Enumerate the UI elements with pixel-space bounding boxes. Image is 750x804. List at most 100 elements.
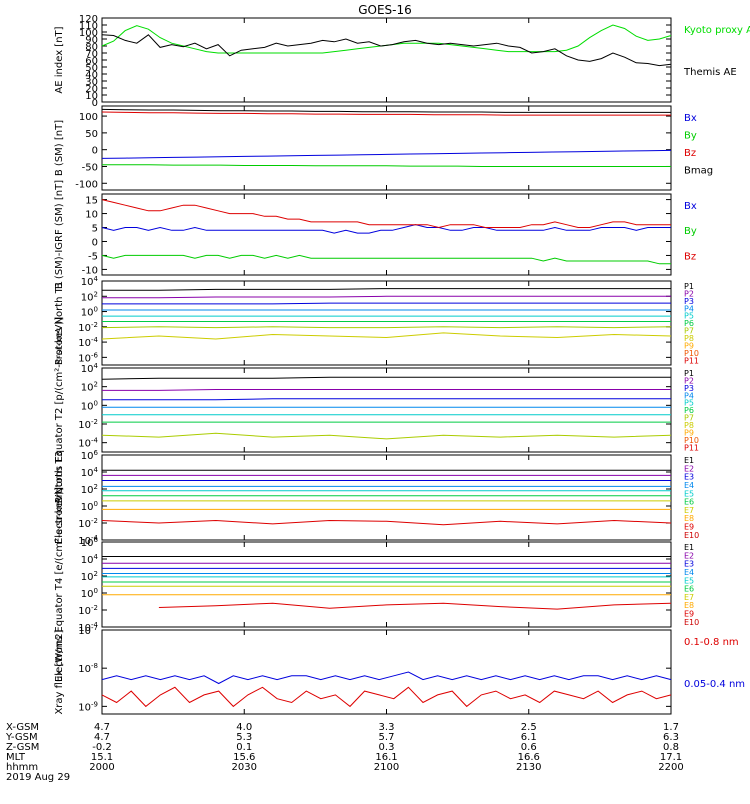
footer-value: 4.0 xyxy=(236,722,252,733)
y-tick-label: 10-7 xyxy=(78,624,98,637)
footer-value: 1.7 xyxy=(663,722,679,733)
legend-item: E3 xyxy=(684,473,694,482)
legend-item: P4 xyxy=(684,304,694,313)
panel-7: 10-4 10-2 100 102 104 106 Electrons Equator T4… xyxy=(54,487,699,682)
y-axis-label: Protons North T1 xyxy=(54,281,65,365)
legend-item: E6 xyxy=(684,585,694,594)
y-tick-label: 10-9 xyxy=(78,700,98,713)
legend-item: E9 xyxy=(684,610,694,619)
footer-value: 0.8 xyxy=(663,742,679,753)
y-tick-label: 10-2 xyxy=(78,321,98,334)
panel-frame xyxy=(101,629,672,715)
series-line-e9 xyxy=(101,519,672,526)
y-tick-label: 80 xyxy=(85,42,98,53)
legend-item: P8 xyxy=(684,421,694,430)
y-tick-label: 60 xyxy=(85,56,98,67)
panel-frame xyxy=(101,541,672,628)
y-tick-label: 102 xyxy=(81,483,98,496)
series-line-p7 xyxy=(101,326,672,329)
y-tick-label: 100 xyxy=(81,500,98,513)
series-line-themis-ae xyxy=(101,34,672,67)
series-line-bx xyxy=(101,149,672,159)
footer-value: 2100 xyxy=(374,762,399,773)
y-axis-label: Electrons Equator T4 [e/(cm²-s-sr-keV)] xyxy=(54,487,65,682)
legend-item: P1 xyxy=(684,282,694,291)
y-tick-label: 10-8 xyxy=(78,662,98,675)
footer-value: 6.3 xyxy=(663,732,679,743)
legend-item: E2 xyxy=(684,551,694,560)
legend-item: E6 xyxy=(684,498,694,507)
y-tick-label: 10-4 xyxy=(78,534,98,547)
footer-row-label: Y-GSM xyxy=(5,732,38,743)
footer-value: 4.7 xyxy=(94,732,110,743)
y-tick-label: 10-4 xyxy=(78,336,98,349)
y-tick-label: 100 xyxy=(79,112,98,123)
legend-item: 0.1-0.8 nm xyxy=(684,637,739,648)
series-line-0-1-0-8-nm xyxy=(101,686,672,708)
series-line-bx xyxy=(101,224,671,234)
legend-item: E4 xyxy=(684,568,694,577)
footer-value: 0.1 xyxy=(236,742,252,753)
plot-title: GOES-16 xyxy=(358,3,412,17)
legend-item: P2 xyxy=(684,376,694,385)
legend-item: E5 xyxy=(684,489,694,498)
legend: Kyoto proxy AE Themis AE xyxy=(683,25,750,78)
y-tick-label: 102 xyxy=(81,570,98,583)
series-line-p7 xyxy=(101,432,672,440)
legend-item: P4 xyxy=(684,391,694,400)
y-tick-label: 102 xyxy=(81,290,98,303)
footer-value: 15.1 xyxy=(91,752,113,763)
y-axis-label: Electrons North T3 xyxy=(54,451,65,544)
legend-item: P2 xyxy=(684,289,694,298)
series-line-p1 xyxy=(102,288,671,291)
series-line-p8 xyxy=(101,332,672,340)
footer-value: 0.3 xyxy=(379,742,395,753)
y-tick-label: 0 xyxy=(92,98,98,109)
y-tick-label: -5 xyxy=(88,251,98,262)
footer-value: 2200 xyxy=(658,762,683,773)
footer-value: 16.6 xyxy=(518,752,540,763)
series-line-by xyxy=(101,254,671,265)
footer-value: 0.6 xyxy=(521,742,537,753)
legend-item: P1 xyxy=(684,369,694,378)
series-line-bz xyxy=(101,111,671,116)
y-tick-label: 30 xyxy=(85,77,98,88)
series-line-p2 xyxy=(102,295,671,299)
y-tick-label: 10-6 xyxy=(78,351,98,364)
footer-row-label: X-GSM xyxy=(6,722,39,733)
y-tick-label: 5 xyxy=(92,224,98,235)
legend-item: By xyxy=(684,131,697,142)
y-tick-label: 10-2 xyxy=(78,418,98,431)
legend-item: 0.05-0.4 nm xyxy=(684,679,745,690)
panel-frame xyxy=(101,17,672,103)
y-tick-label: -10 xyxy=(82,265,98,276)
y-tick-label: 102 xyxy=(81,381,98,394)
footer-value: 6.1 xyxy=(521,732,537,743)
y-tick-label: 40 xyxy=(85,70,98,81)
panel-6: 10-4 10-2 100 102 104 106 Electrons North T3 E1… xyxy=(54,449,699,547)
footer-row-label: Z-GSM xyxy=(6,742,39,753)
legend-item: E10 xyxy=(684,618,699,627)
legend: 0.1-0.8 nm 0.05-0.4 nm xyxy=(684,637,745,690)
series-line-kyoto-proxy-ae xyxy=(101,24,672,54)
y-tick-label: 100 xyxy=(81,306,98,319)
legend-item: P6 xyxy=(684,319,694,328)
series-line-p3 xyxy=(102,398,671,401)
footer-value: 3.3 xyxy=(379,722,395,733)
y-tick-label: 10-4 xyxy=(78,621,98,634)
y-tick-label: 10-2 xyxy=(78,604,98,617)
legend-item: P9 xyxy=(684,428,694,437)
legend-item: P7 xyxy=(684,327,694,336)
y-tick-label: 104 xyxy=(81,275,99,288)
legend-item: E3 xyxy=(684,560,694,569)
legend-item: Bmag xyxy=(684,166,713,177)
series-line-bmag xyxy=(101,108,671,113)
panel-frame xyxy=(101,454,672,541)
footer-row-label: hhmm xyxy=(6,762,38,773)
footer-value: 2030 xyxy=(232,762,257,773)
